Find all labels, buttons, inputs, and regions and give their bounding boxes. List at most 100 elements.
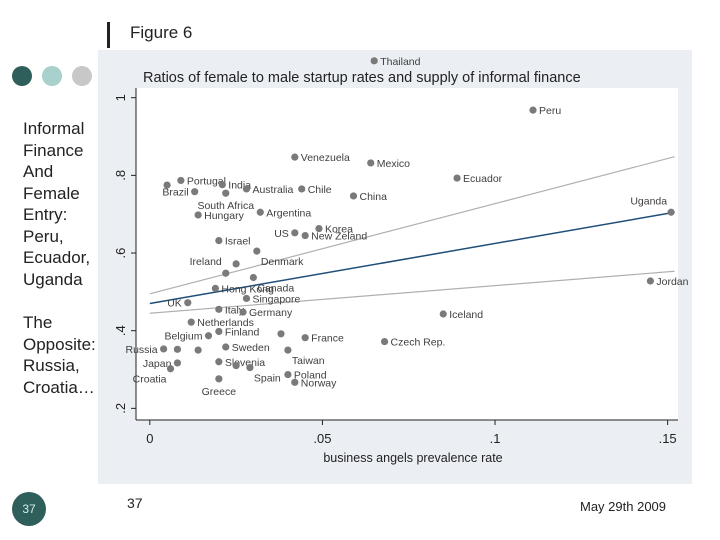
data-point [191, 188, 199, 196]
point-label: Ireland [190, 256, 222, 268]
point-label: China [359, 191, 387, 203]
point-label: Denmark [261, 256, 304, 268]
data-point [215, 375, 223, 383]
point-label: France [311, 333, 344, 345]
point-label: Ecuador [463, 173, 503, 185]
point-label: Argentina [266, 207, 311, 219]
point-label: Sweden [232, 342, 270, 354]
data-point [215, 327, 223, 336]
data-point [215, 237, 223, 245]
point-label: Germany [249, 307, 293, 319]
data-point [249, 273, 257, 282]
point-label: Korea [325, 224, 353, 236]
data-point [215, 305, 223, 313]
decor-dot-2 [42, 66, 62, 86]
data-point [232, 260, 240, 268]
data-point [160, 345, 168, 353]
x-tick-label: 0 [146, 431, 153, 446]
data-point [173, 359, 182, 367]
slide-date: May 29th 2009 [580, 499, 667, 514]
data-point [646, 277, 654, 285]
data-point [239, 308, 247, 316]
point-label: Jordan [656, 276, 688, 288]
data-point [184, 299, 192, 307]
point-label: Thailand [380, 56, 420, 68]
slide-title: Figure 6 [130, 23, 193, 42]
data-point [349, 192, 358, 200]
point-label: Greece [202, 386, 237, 398]
point-label: Czech Rep. [391, 337, 446, 349]
data-point [218, 181, 226, 189]
point-label: Japan [143, 358, 172, 370]
data-point [291, 229, 299, 237]
y-tick-label: 1 [113, 94, 128, 101]
data-point [529, 106, 537, 114]
data-point [246, 363, 254, 372]
data-point [315, 224, 323, 233]
data-point [215, 358, 223, 366]
plot-area [136, 88, 678, 420]
y-tick-label: .2 [113, 403, 128, 414]
y-tick-label: .8 [113, 170, 128, 181]
point-label: Mexico [377, 158, 410, 170]
x-tick-label: .1 [490, 431, 501, 446]
point-label: Uganda [630, 195, 667, 207]
side-text-opposite: The Opposite: Russia, Croatia… [23, 313, 96, 397]
point-label: US [274, 228, 289, 240]
data-point [667, 208, 675, 216]
data-point [370, 57, 378, 65]
fitted-line [149, 211, 675, 305]
data-point [284, 346, 292, 354]
x-axis-label: business angels prevalence rate [323, 451, 502, 465]
data-point [194, 346, 202, 354]
page-number: 37 [127, 495, 143, 511]
point-label: Finland [225, 326, 260, 338]
data-point [253, 247, 261, 255]
point-label: Norway [301, 377, 337, 389]
point-label: Croatia [133, 374, 167, 386]
point-label: Portugal [187, 175, 226, 187]
point-label: UK [167, 298, 182, 310]
data-point [439, 310, 447, 318]
point-label: Iceland [449, 309, 483, 321]
data-point [367, 159, 375, 167]
point-label: Belgium [165, 331, 203, 343]
data-point [173, 345, 182, 353]
scatter-chart: Ratios of female to male startup rates a… [98, 50, 692, 484]
data-point [211, 284, 220, 292]
data-point [204, 332, 213, 340]
page-number-badge: 37 [12, 492, 46, 526]
point-label: Singapore [252, 293, 300, 305]
data-point [301, 231, 309, 240]
data-point [256, 208, 264, 216]
data-point [453, 174, 461, 182]
point-label: Peru [539, 105, 561, 117]
point-label: Netherlands [197, 317, 254, 329]
point-label: Israel [225, 236, 251, 248]
data-point [242, 294, 251, 303]
data-point [166, 365, 175, 373]
data-point [187, 318, 195, 326]
side-text-informal-finance: Informal Finance And Female Entry: Peru,… [23, 119, 91, 289]
point-label: Australia [252, 184, 293, 196]
data-point [291, 378, 299, 386]
point-label: Brazil [162, 187, 188, 199]
chart-title: Ratios of female to male startup rates a… [143, 70, 581, 86]
point-label: Russia [126, 344, 158, 356]
point-label: Venezuela [301, 152, 350, 164]
data-point [277, 330, 285, 338]
point-label: Taiwan [292, 355, 325, 367]
y-tick-label: .6 [113, 248, 128, 259]
point-label: Poland [294, 370, 327, 382]
data-point [222, 269, 230, 277]
point-label: New Zeland [311, 231, 367, 243]
point-label: Slovenia [225, 357, 265, 369]
title-accent-bar [107, 22, 110, 48]
y-tick-label: .4 [113, 325, 128, 336]
data-point [222, 189, 230, 197]
data-point [284, 370, 292, 379]
data-point [298, 185, 306, 193]
point-label: Canada [257, 282, 294, 294]
point-label: Spain [254, 373, 281, 385]
data-point [177, 176, 185, 185]
